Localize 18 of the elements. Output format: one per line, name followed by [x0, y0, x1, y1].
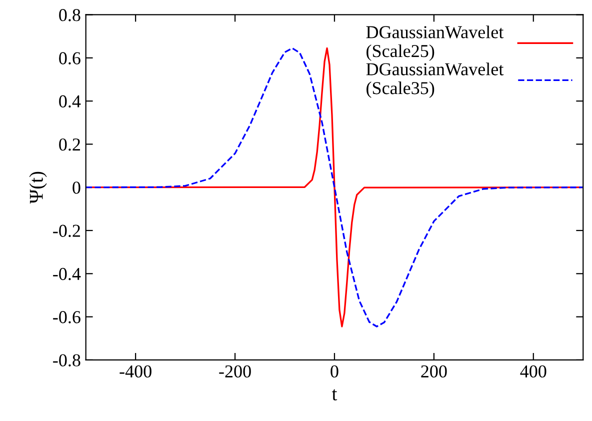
y-tick-label: 0 — [72, 182, 80, 194]
x-tick-label: -400 — [120, 365, 152, 378]
y-tick-label: 0.6 — [59, 52, 80, 64]
legend-label: DGaussianWavelet (Scale25) — [366, 26, 504, 61]
x-axis-title: t — [332, 389, 338, 400]
x-tick-label: 0 — [330, 365, 338, 378]
y-tick-label: 0.4 — [59, 95, 81, 108]
y-tick-label: -0.8 — [53, 354, 80, 366]
y-tick-label: -0.2 — [53, 224, 80, 238]
y-tick-label: 0.8 — [59, 8, 80, 22]
y-tick-label: 0.2 — [59, 138, 80, 151]
x-tick-label: 400 — [520, 365, 546, 378]
x-tick-label: -200 — [219, 365, 251, 378]
y-axis-title: Ψ(t) — [29, 172, 47, 204]
legend-label: DGaussianWavelet (Scale35) — [366, 62, 504, 98]
x-tick-label: 200 — [421, 365, 447, 378]
y-tick-label: -0.6 — [53, 311, 80, 324]
y-tick-label: -0.4 — [53, 268, 81, 280]
